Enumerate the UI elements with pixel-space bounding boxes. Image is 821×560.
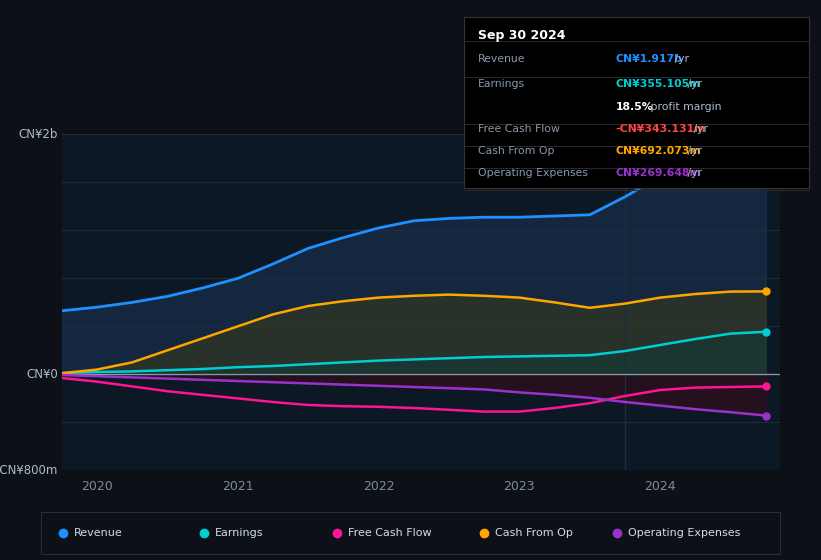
Text: Operating Expenses: Operating Expenses (629, 529, 741, 538)
Text: Sep 30 2024: Sep 30 2024 (478, 29, 565, 42)
Text: Earnings: Earnings (215, 529, 264, 538)
Text: /yr: /yr (684, 168, 702, 178)
Text: CN¥2b: CN¥2b (19, 128, 58, 141)
Text: -CN¥343.131m: -CN¥343.131m (616, 124, 706, 133)
Text: Cash From Op: Cash From Op (478, 146, 554, 156)
Text: Operating Expenses: Operating Expenses (478, 168, 588, 178)
Text: Free Cash Flow: Free Cash Flow (478, 124, 560, 133)
Text: /yr: /yr (690, 124, 708, 133)
Text: /yr: /yr (672, 54, 690, 64)
Text: CN¥1.917b: CN¥1.917b (616, 54, 682, 64)
Text: Revenue: Revenue (75, 529, 123, 538)
Text: /yr: /yr (684, 146, 702, 156)
Text: CN¥692.073m: CN¥692.073m (616, 146, 701, 156)
Text: CN¥355.105m: CN¥355.105m (616, 79, 701, 89)
Text: /yr: /yr (684, 79, 702, 89)
Text: Earnings: Earnings (478, 79, 525, 89)
Text: Revenue: Revenue (478, 54, 525, 64)
Text: Free Cash Flow: Free Cash Flow (348, 529, 431, 538)
Text: 18.5%: 18.5% (616, 102, 654, 112)
Text: CN¥269.648m: CN¥269.648m (616, 168, 701, 178)
Text: -CN¥800m: -CN¥800m (0, 464, 58, 477)
Text: profit margin: profit margin (647, 102, 721, 112)
Text: CN¥0: CN¥0 (26, 368, 58, 381)
Text: Cash From Op: Cash From Op (496, 529, 573, 538)
